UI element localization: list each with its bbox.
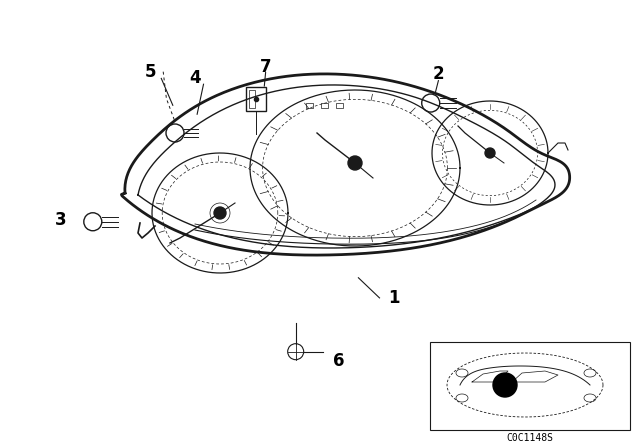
- Text: 5: 5: [145, 63, 156, 81]
- Text: 3: 3: [55, 211, 67, 228]
- Text: 4: 4: [189, 69, 201, 87]
- Circle shape: [493, 373, 517, 397]
- Text: C0C1148S: C0C1148S: [506, 433, 554, 443]
- Circle shape: [485, 148, 495, 158]
- Text: 6: 6: [333, 352, 345, 370]
- Circle shape: [348, 156, 362, 170]
- Bar: [246, 86, 266, 111]
- Bar: [321, 103, 328, 108]
- Bar: [249, 90, 255, 108]
- Text: 1: 1: [388, 289, 399, 307]
- Text: 2: 2: [433, 65, 444, 83]
- Text: 7: 7: [260, 58, 271, 76]
- Bar: [306, 103, 313, 108]
- Bar: [336, 103, 343, 108]
- Circle shape: [214, 207, 226, 219]
- Bar: [430, 342, 630, 430]
